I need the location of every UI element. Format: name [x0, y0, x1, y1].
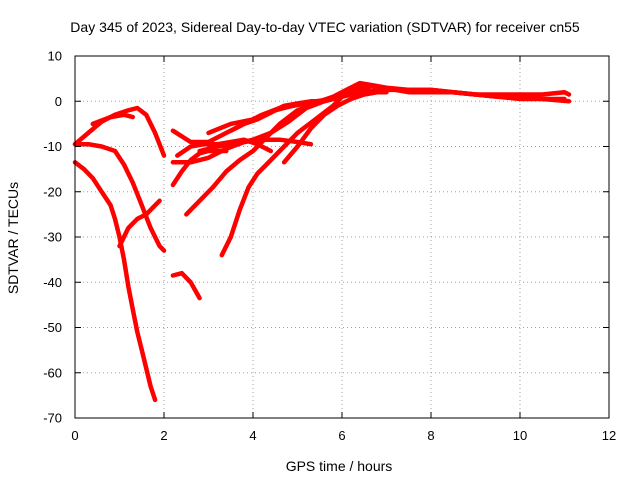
series-arc-4	[117, 198, 162, 249]
series-arc-16	[228, 99, 327, 133]
y-tick-label: -60	[43, 365, 62, 380]
series-arc-14	[175, 137, 274, 158]
series-arc-3	[72, 160, 158, 403]
y-tick-label: -40	[43, 275, 62, 290]
series-arc-2	[72, 141, 167, 253]
x-axis-label: GPS time / hours	[286, 458, 393, 474]
series-arc-1	[72, 105, 167, 158]
y-tick-label: -20	[43, 184, 62, 199]
x-tick-label: 10	[513, 428, 527, 443]
grid-lines	[75, 56, 609, 418]
chart-title: Day 345 of 2023, Sidereal Day-to-day VTE…	[70, 19, 580, 35]
series-arc-6	[170, 270, 202, 301]
y-tick-label: -30	[43, 230, 62, 245]
y-tick-label: 0	[55, 94, 62, 109]
x-tick-label: 4	[249, 428, 256, 443]
x-tick-label: 0	[71, 428, 78, 443]
y-tick-label: 10	[48, 49, 62, 64]
x-tick-label: 8	[427, 428, 434, 443]
series-arc-5	[90, 112, 136, 127]
x-tick-label: 6	[338, 428, 345, 443]
x-tick-label: 2	[160, 428, 167, 443]
data-series	[72, 80, 572, 403]
y-axis-label: SDTVAR / TECUs	[5, 182, 21, 294]
series-arc-15	[281, 89, 389, 165]
y-tick-label: -50	[43, 320, 62, 335]
axis-ticks: 10 0 -10 -20 -30 -40 -50 -60 -70 0 2 4 6 8 10 12	[43, 49, 616, 444]
y-tick-label: -10	[43, 139, 62, 154]
x-tick-label: 12	[602, 428, 616, 443]
y-tick-label: -70	[43, 411, 62, 426]
